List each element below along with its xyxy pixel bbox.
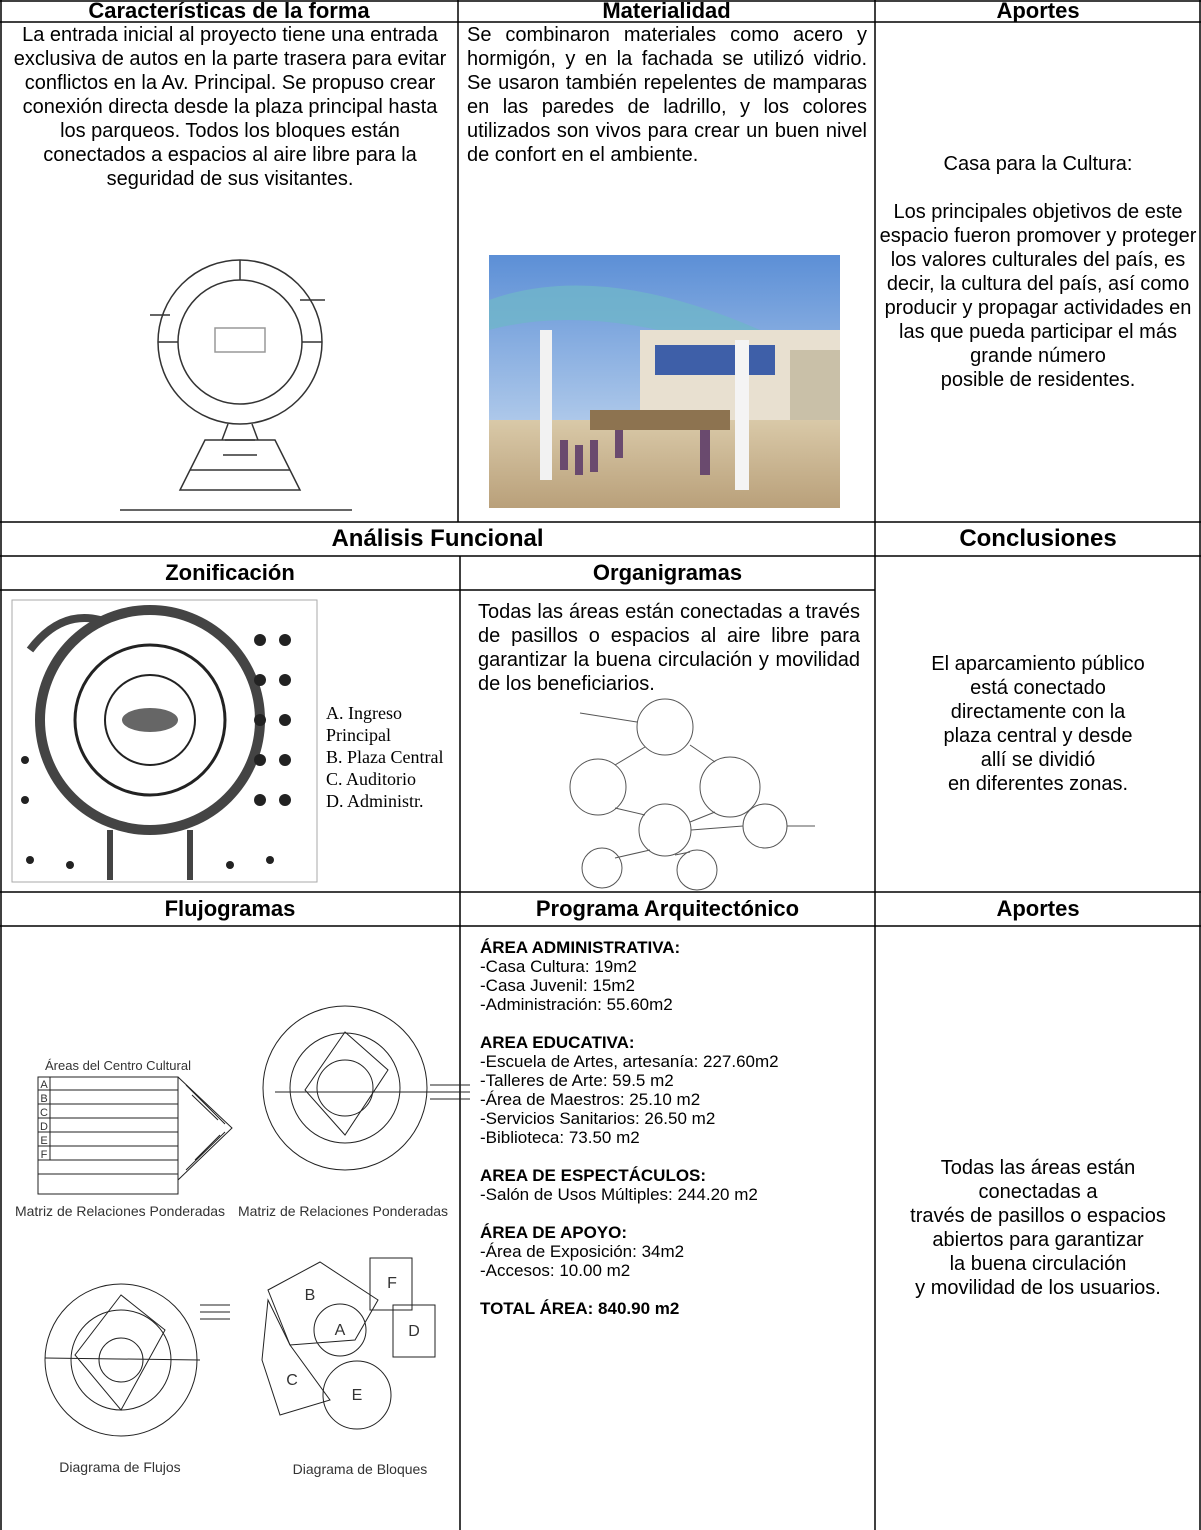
caption: Matriz de Relaciones Ponderadas: [15, 1203, 225, 1219]
block-label: D: [408, 1323, 420, 1340]
forma-text: La entrada inicial al proyecto tiene una…: [13, 24, 447, 190]
aportes-1: Casa para la Cultura: Los principales ob…: [877, 22, 1199, 522]
legend-item: C. Auditorio: [326, 769, 417, 789]
organigramas-text: Todas las áreas están conectadas a travé…: [478, 601, 860, 695]
section-item: -Salón de Usos Múltiples: 244.20 m2: [480, 1185, 758, 1204]
block-label: F: [387, 1275, 397, 1292]
section-item: -Biblioteca: 73.50 m2: [480, 1128, 640, 1147]
section-item: -Talleres de Arte: 59.5 m2: [480, 1071, 674, 1090]
aportes-2-title: Aportes: [996, 896, 1080, 921]
organigrama-diagram: [569, 698, 815, 891]
matrix-letter: B: [40, 1093, 47, 1105]
caption: Matriz de Relaciones Ponderadas: [238, 1203, 448, 1219]
section-heading: AREA EDUCATIVA:: [480, 1033, 635, 1052]
section-heading: ÁREA DE APOYO:: [480, 1223, 628, 1242]
matrix-letter: E: [40, 1135, 47, 1147]
section-item: -Área de Exposición: 34m2: [480, 1242, 685, 1261]
organigramas-title: Organigramas: [592, 560, 743, 585]
section-item: -Casa Cultura: 19m2: [480, 957, 637, 976]
block-label: B: [305, 1287, 316, 1304]
aportes-1-text: Los principales objetivos de este espaci…: [879, 201, 1197, 391]
block-label: C: [286, 1372, 298, 1389]
spacer: [480, 1204, 870, 1223]
materialidad-text: Se combinaron materiales como acero y ho…: [467, 24, 867, 166]
legend-item: D. Administr.: [326, 791, 424, 811]
matrix-letter: D: [40, 1121, 48, 1133]
materialidad-photo: [489, 255, 840, 508]
matrix-letter: C: [40, 1107, 48, 1119]
section-heading: ÁREA ADMINISTRATIVA:: [480, 938, 681, 957]
header-forma: Características de la forma: [88, 0, 370, 23]
zonificacion-legend: A. Ingreso Principal B. Plaza Central C. A…: [326, 702, 451, 812]
spacer: [480, 1280, 870, 1299]
block-label: E: [352, 1387, 363, 1404]
flujogramas-title: Flujogramas: [164, 896, 296, 921]
total: TOTAL ÁREA: 840.90 m2: [480, 1299, 680, 1318]
aportes-1-title: Casa para la Cultura:: [943, 153, 1133, 175]
section-item: -Área de Maestros: 25.10 m2: [480, 1090, 701, 1109]
caption: Diagrama de Bloques: [293, 1461, 428, 1477]
aportes-2-text: Todas las áreas están conectadas a travé…: [910, 1157, 1166, 1299]
conclusion-text: El aparcamiento público está conectado d…: [931, 653, 1145, 795]
section-item: -Casa Juvenil: 15m2: [480, 976, 635, 995]
forma-diagram: [120, 259, 352, 511]
zonificacion-plan: [11, 599, 318, 883]
programa-list: ÁREA ADMINISTRATIVA: -Casa Cultura: 19m2-…: [480, 938, 870, 1318]
header-materialidad: Materialidad: [602, 0, 731, 23]
legend-item: A. Ingreso Principal: [326, 703, 402, 745]
legend-item: B. Plaza Central: [326, 747, 444, 767]
caption: Diagrama de Flujos: [59, 1459, 180, 1475]
analisis-title: Análisis Funcional: [331, 525, 544, 552]
section-heading: AREA DE ESPECTÁCULOS:: [480, 1166, 707, 1185]
spacer: [480, 1014, 870, 1033]
conclusiones-title: Conclusiones: [959, 525, 1117, 552]
matrix-letter: F: [41, 1149, 48, 1161]
zonificacion-title: Zonificación: [165, 560, 295, 585]
flujo-art: [37, 1005, 470, 1437]
header-aportes: Aportes: [996, 0, 1080, 23]
block-label: A: [335, 1322, 346, 1339]
section-item: -Servicios Sanitarios: 26.50 m2: [480, 1109, 716, 1128]
spacer: [480, 1147, 870, 1166]
section-item: -Accesos: 10.00 m2: [480, 1261, 631, 1280]
matrix-letter: A: [40, 1079, 48, 1091]
programa-title: Programa Arquitectónico: [535, 896, 800, 921]
matrix-title: Áreas del Centro Cultural: [45, 1058, 191, 1073]
section-item: -Escuela de Artes, artesanía: 227.60m2: [480, 1052, 779, 1071]
section-item: -Administración: 55.60m2: [480, 995, 673, 1014]
